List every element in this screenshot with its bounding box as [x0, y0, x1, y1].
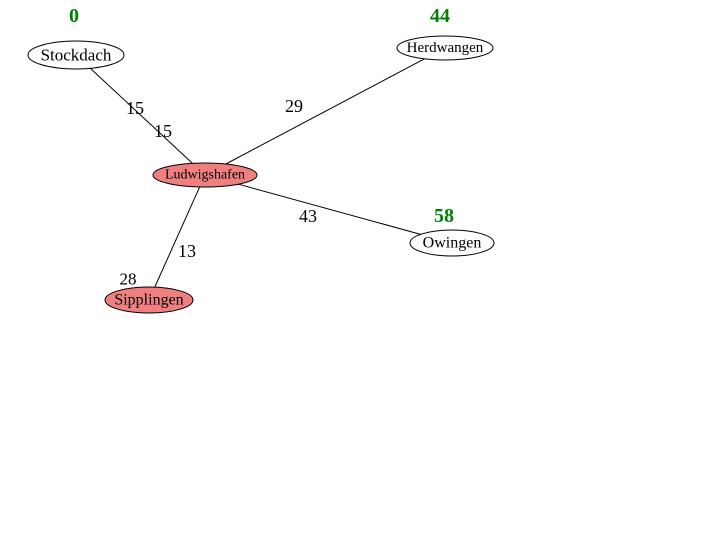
graph-canvas: 15 15 29 43 13 Stockdach Herdwangen Ludwigshafe… — [0, 0, 720, 540]
node-label-n28: 28 — [120, 270, 137, 289]
edge-ludwigshafen-sipplingen — [155, 187, 200, 287]
edge-label-ludwigshafen-herdwangen: 29 — [285, 96, 303, 116]
node-label-ludwigshafen: Ludwigshafen — [165, 168, 245, 183]
edge-label-stockdach-ludwigshafen: 15 — [126, 98, 144, 118]
header-h44: 44 — [430, 5, 450, 27]
edge-label-ludwigshafen-owingen: 43 — [299, 206, 317, 226]
node-label-stockdach: Stockdach — [41, 46, 112, 65]
node-label-sipplingen: Sipplingen — [114, 292, 183, 309]
edge-sublabel-stockdach-ludwigshafen: 15 — [154, 121, 172, 141]
header-h0: 0 — [69, 5, 79, 27]
node-label-owingen: Owingen — [423, 235, 482, 252]
edge-label-ludwigshafen-sipplingen: 13 — [178, 241, 196, 261]
node-label-herdwangen: Herdwangen — [407, 40, 484, 56]
edge-ludwigshafen-owingen — [238, 184, 420, 234]
edge-ludwigshafen-herdwangen — [226, 59, 425, 164]
header-h58: 58 — [434, 205, 454, 227]
